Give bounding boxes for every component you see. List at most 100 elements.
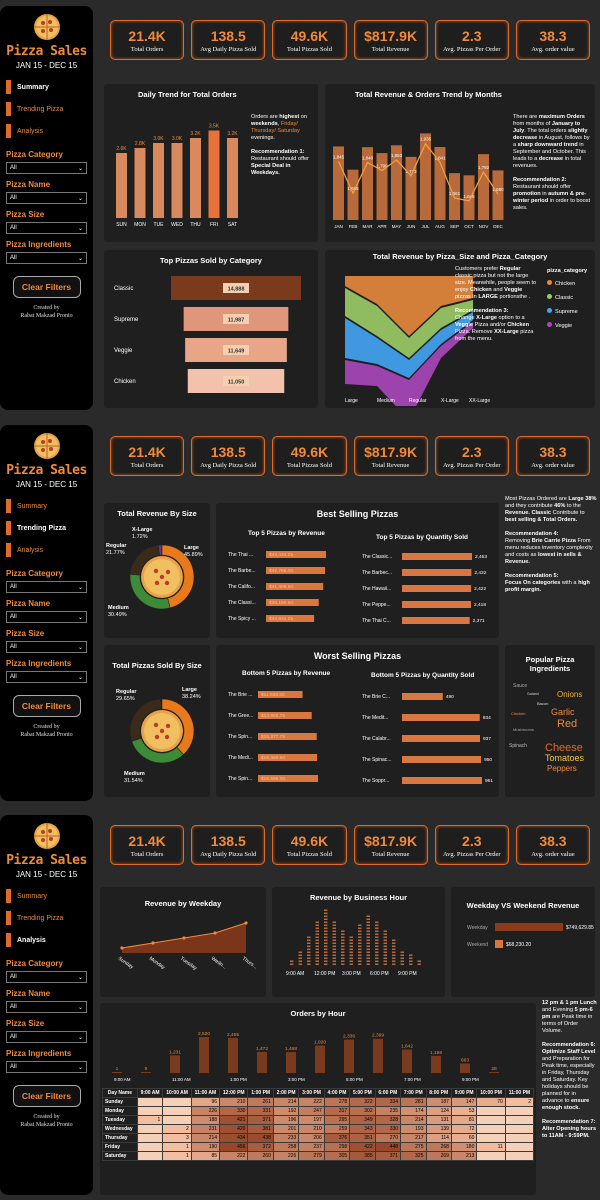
nav-trending[interactable]: Trending Pizza — [6, 911, 87, 925]
nav-summary[interactable]: Summary — [6, 499, 87, 513]
filter-ingredients-select[interactable]: All ⌄ — [6, 671, 87, 683]
hour-bar-segment — [290, 960, 294, 962]
clear-filters-button[interactable]: Clear Filters — [12, 276, 81, 298]
hour-bar-segment — [366, 963, 370, 965]
sankey-legend: pizza_category Chicken Classic Supreme Vegg… — [547, 268, 595, 336]
heatmap-cell: 349 — [349, 1115, 376, 1125]
kpi-label: Avg. order value — [531, 850, 575, 858]
t: Recommendation 3: — [455, 308, 509, 314]
hour-bar-segment — [290, 963, 294, 965]
heatmap-cell — [504, 1151, 535, 1161]
nav-analysis[interactable]: Analysis — [6, 543, 87, 557]
bar-category-label: The Peppe... — [362, 602, 391, 608]
hour-bar-segment — [324, 930, 328, 932]
filter-name-select[interactable]: All ⌄ — [6, 192, 87, 204]
filter-size-select[interactable]: All ⌄ — [6, 641, 87, 653]
week-vs-weekend-chart: Weekday $749,629.85 Weekend $68,230.20 — [467, 923, 594, 948]
hour-bar-segment — [324, 957, 328, 959]
t: and they contribute — [505, 503, 555, 509]
orders-hour-label: 28 — [491, 1066, 497, 1072]
clear-filters-button[interactable]: Clear Filters — [12, 695, 81, 717]
legend-swatch — [547, 280, 552, 285]
legend-swatch — [547, 322, 552, 327]
hour-rev-chart: 9:00 AM 12:00 PM 3:00 PM 6:00 PM 9:00 PM — [286, 909, 421, 977]
pizza-topping-icon — [159, 574, 165, 580]
sankey-insight-text: Customers prefer Regular classic pizza b… — [455, 266, 537, 343]
heatmap-row: Sunday 96 210 261 214 222 278 322 334 281 187 147 70… — [102, 1097, 535, 1107]
filter-value: All — [10, 195, 17, 201]
bar-value-label: 2,418 — [474, 602, 486, 608]
monthly-point-label: 1,853 — [391, 153, 403, 158]
nav-analysis[interactable]: Analysis — [6, 124, 87, 138]
filter-size-select[interactable]: All ⌄ — [6, 1031, 87, 1043]
nav-summary[interactable]: Summary — [6, 889, 87, 903]
t: in September and October. This leads to … — [513, 142, 586, 162]
kpi-label: Avg Daily Pizza Sold — [200, 850, 257, 858]
date-range: JAN 15 - DEC 15 — [15, 61, 78, 70]
t: Recommendation 7: — [542, 1119, 596, 1125]
nav-analysis[interactable]: Analysis — [6, 933, 87, 947]
daily-bar-label: 3.0K — [153, 136, 164, 142]
heatmap-cell: 372 — [247, 1142, 274, 1152]
hour-bar-segment — [315, 948, 319, 950]
hour-bar-segment — [341, 957, 345, 959]
filter-ingredients-select[interactable]: All ⌄ — [6, 252, 87, 264]
t: Special Deal — [251, 163, 284, 169]
filter-size-label: Pizza Size — [6, 1019, 45, 1028]
hour-bar-segment — [366, 942, 370, 944]
heatmap-cell: 201 — [272, 1124, 300, 1134]
filter-ingredients-select[interactable]: All ⌄ — [6, 1061, 87, 1073]
legend-title: pizza_category — [547, 268, 588, 274]
hour-bar-segment — [324, 960, 328, 962]
hour-bar-segment — [375, 927, 379, 929]
monthly-point-label: 1,661 — [449, 191, 461, 196]
kpi-label: Total Orders — [130, 45, 164, 53]
category-value-label: 11,649 — [228, 349, 245, 355]
bot5-qty-chart: The Brie C... 490 The Medit... 934 The Calab… — [362, 693, 493, 784]
hour-bar-segment — [349, 957, 353, 959]
donut-pct: 21.77% — [106, 550, 125, 556]
app-title: Pizza Sales — [6, 853, 87, 868]
hour-bar-segment — [315, 960, 319, 962]
filter-category-select[interactable]: All ⌄ — [6, 162, 87, 174]
hour-bar-segment — [375, 930, 379, 932]
heatmap-cell: 260 — [247, 1151, 274, 1161]
nav-trending[interactable]: Trending Pizza — [6, 102, 87, 116]
heatmap-header-hour: 12:00 PM — [219, 1088, 249, 1098]
nav-summary[interactable]: Summary — [6, 80, 87, 94]
clear-filters-button[interactable]: Clear Filters — [12, 1085, 81, 1107]
category-value-box — [223, 283, 249, 293]
heatmap-cell: 305 — [323, 1151, 351, 1161]
kpi-card: $817.9K Total Revenue — [353, 20, 428, 60]
monthly-bar — [391, 145, 402, 220]
filter-name-select[interactable]: All ⌄ — [6, 1001, 87, 1013]
nav-marker — [6, 543, 11, 557]
heatmap-cell: 214 — [190, 1133, 221, 1143]
kpi-value: 49.6K — [290, 27, 329, 44]
bar-category-label: The Medit... — [362, 715, 388, 721]
best-selling-panel: Best Selling Pizzas Top 5 Pizzas by Reve… — [216, 503, 499, 638]
ingredient-word: Garlic — [551, 707, 575, 717]
filter-category-select[interactable]: All ⌄ — [6, 581, 87, 593]
t: Recommendation 4: — [505, 531, 559, 537]
bar-category-label: The Calabr... — [362, 736, 391, 742]
filter-category-select[interactable]: All ⌄ — [6, 971, 87, 983]
orders-hour-label: 2,336 — [343, 1034, 355, 1040]
filter-size-select[interactable]: All ⌄ — [6, 222, 87, 234]
bar-value-label: $34,831.25 — [269, 616, 293, 622]
heatmap-cell: 371 — [374, 1151, 402, 1161]
filter-name-select[interactable]: All ⌄ — [6, 611, 87, 623]
hour-bar-segment — [383, 948, 387, 950]
monthly-tick-label: JUN — [407, 224, 416, 229]
ingredient-word: Red — [557, 718, 577, 730]
t: From menu reduces inventory complexity a… — [505, 538, 593, 558]
bar — [402, 693, 443, 700]
pizza-topping-icon — [153, 568, 159, 574]
sankey-flow — [345, 312, 473, 378]
nav-trending[interactable]: Trending Pizza — [6, 521, 87, 535]
bar-category-label: The Gree... — [228, 713, 253, 719]
hour-bar-segment — [324, 921, 328, 923]
pizza-topping-icon — [154, 734, 160, 740]
heatmap-row: Friday 1 190 456 372 258 237 298 422 448 275 268 180… — [102, 1142, 535, 1152]
heatmap-cell — [504, 1133, 535, 1143]
